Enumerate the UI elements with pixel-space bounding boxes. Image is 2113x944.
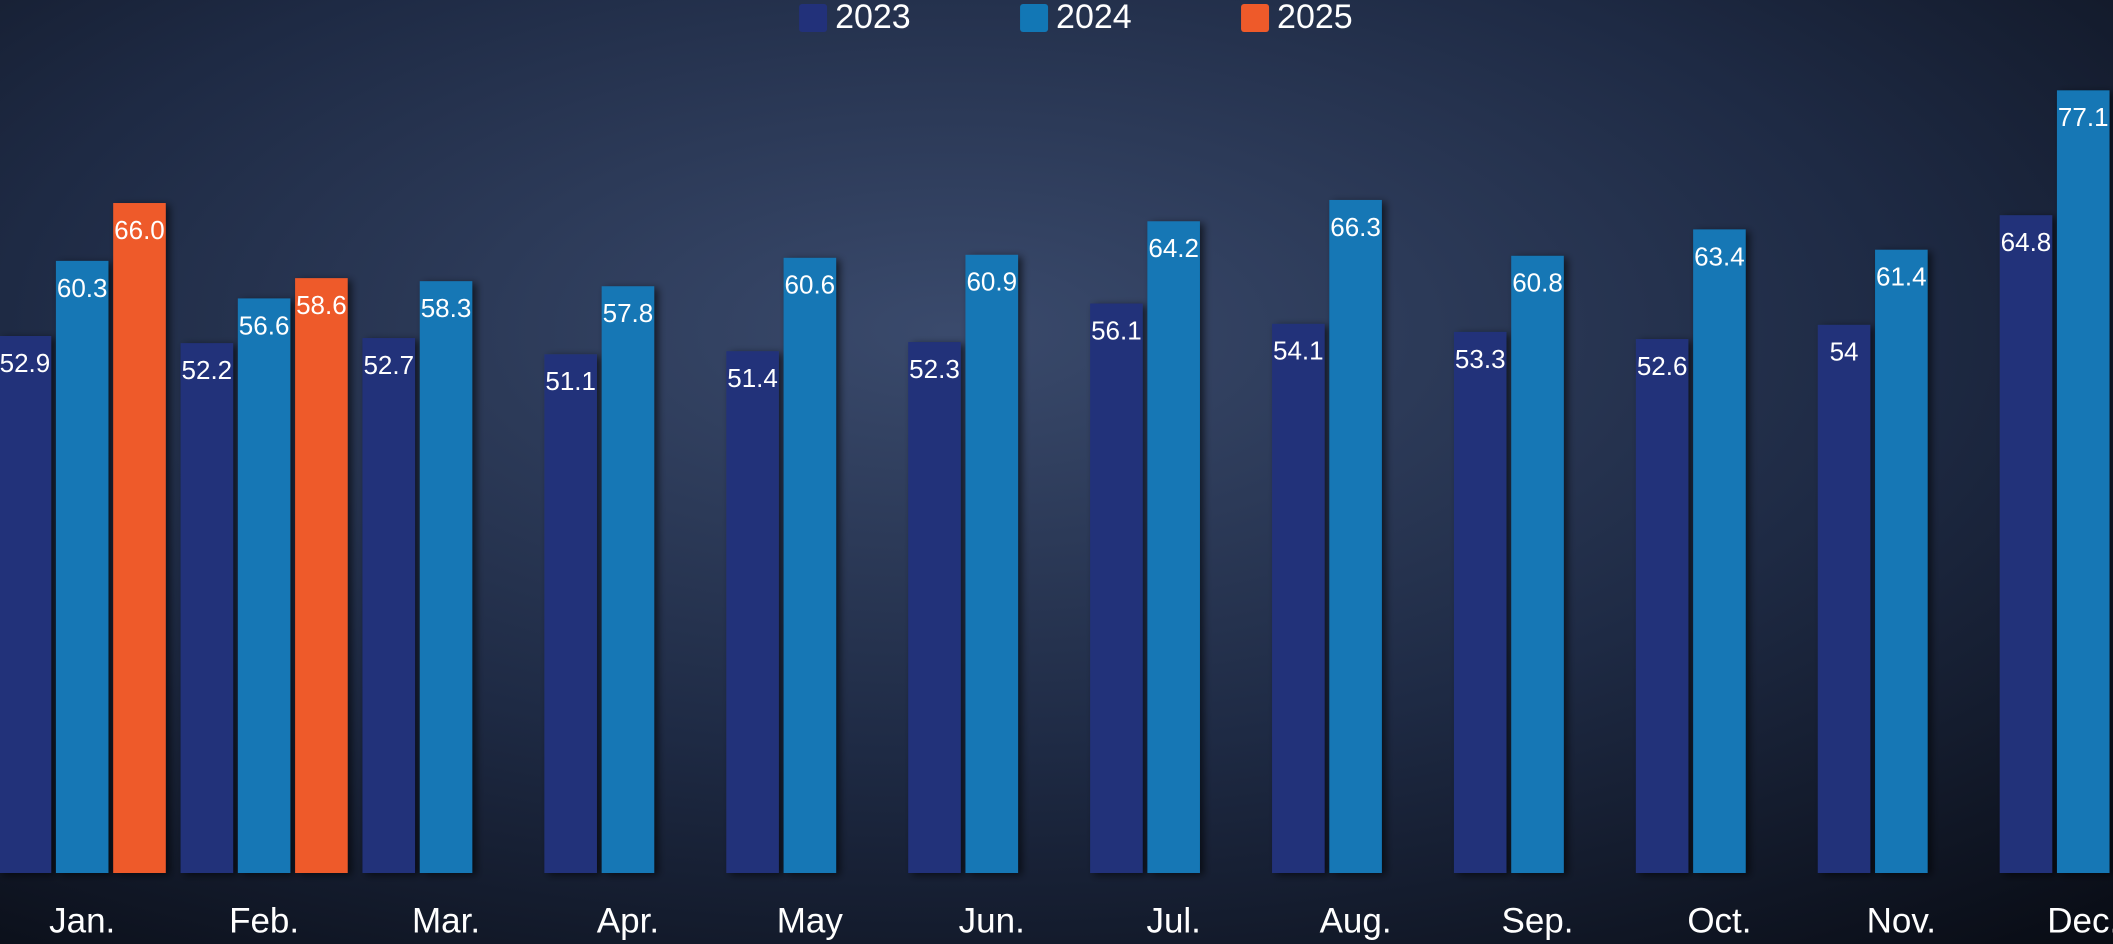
value-label: 52.9: [0, 348, 50, 378]
value-label: 77.1: [2058, 102, 2109, 132]
x-tick-label: Aug.: [1320, 901, 1392, 940]
bar: [726, 351, 779, 873]
x-tick-label: Oct.: [1687, 901, 1751, 940]
bar: [1875, 250, 1928, 873]
value-label: 60.6: [785, 270, 836, 300]
value-label: 60.8: [1512, 268, 1563, 298]
value-label: 51.1: [545, 366, 596, 396]
value-label: 60.9: [966, 267, 1017, 297]
bar: [1511, 256, 1564, 873]
value-label: 63.4: [1694, 241, 1745, 271]
chart: 2023 2024 2025 Jan. 52.9 60.366.0 Feb. 52.256.6…: [0, 0, 2113, 944]
legend-swatch: [1020, 4, 1048, 32]
bar: [1147, 221, 1200, 873]
value-label: 66.0: [114, 215, 165, 245]
bar: [1454, 332, 1507, 873]
legend-label: 2023: [835, 0, 911, 36]
x-tick-label: May: [777, 901, 844, 940]
value-label: 51.4: [727, 363, 778, 393]
value-label: 52.7: [363, 350, 414, 380]
value-label: 57.8: [603, 298, 654, 328]
bar: [2057, 90, 2110, 873]
bar: [1090, 304, 1143, 873]
bar: [295, 278, 348, 873]
x-tick-label: Feb.: [229, 901, 299, 940]
value-label: 56.1: [1091, 315, 1142, 345]
bar: [1818, 325, 1871, 873]
value-label: 61.4: [1876, 262, 1927, 292]
bar: [362, 338, 415, 873]
value-label: 60.3: [57, 273, 108, 303]
bar: [784, 258, 837, 873]
x-tick-label: Apr.: [597, 901, 659, 940]
legend-swatch: [799, 4, 827, 32]
bar: [965, 255, 1018, 873]
x-tick-label: Mar.: [412, 901, 480, 940]
value-label: 52.2: [182, 355, 233, 385]
bar: [0, 336, 51, 873]
bar: [1693, 229, 1746, 873]
value-label: 56.6: [239, 310, 290, 340]
x-tick-label: Jun.: [959, 901, 1025, 940]
bar: [908, 342, 961, 873]
value-label: 64.2: [1148, 233, 1199, 263]
bar: [2000, 215, 2053, 873]
x-tick-label: Jan.: [49, 901, 115, 940]
bar: [1329, 200, 1382, 873]
x-tick-label: Dec.: [2047, 901, 2113, 940]
value-label: 54.1: [1273, 336, 1324, 366]
bar: [113, 203, 166, 873]
value-label: 54: [1830, 337, 1859, 367]
page: 2023 2024 2025 Jan. 52.9 60.366.0 Feb. 52.256.6…: [0, 0, 2113, 944]
legend-label: 2025: [1277, 0, 1353, 36]
bar: [181, 343, 234, 873]
x-tick-label: Jul.: [1146, 901, 1200, 940]
bar: [420, 281, 473, 873]
value-label: 66.3: [1330, 212, 1381, 242]
value-label: 52.3: [909, 354, 960, 384]
value-label: 64.8: [2001, 227, 2052, 257]
bar: [238, 298, 291, 873]
value-label: 53.3: [1455, 344, 1506, 374]
value-label: 58.6: [296, 290, 347, 320]
bar: [544, 354, 597, 873]
legend-swatch: [1241, 4, 1269, 32]
x-tick-label: Nov.: [1867, 901, 1936, 940]
bar: [1272, 324, 1325, 873]
bar: [56, 261, 109, 873]
legend-label: 2024: [1056, 0, 1132, 36]
x-tick-label: Sep.: [1501, 901, 1573, 940]
bar: [602, 286, 655, 873]
value-label: 58.3: [421, 293, 472, 323]
value-label: 52.6: [1637, 351, 1688, 381]
bar: [1636, 339, 1689, 873]
